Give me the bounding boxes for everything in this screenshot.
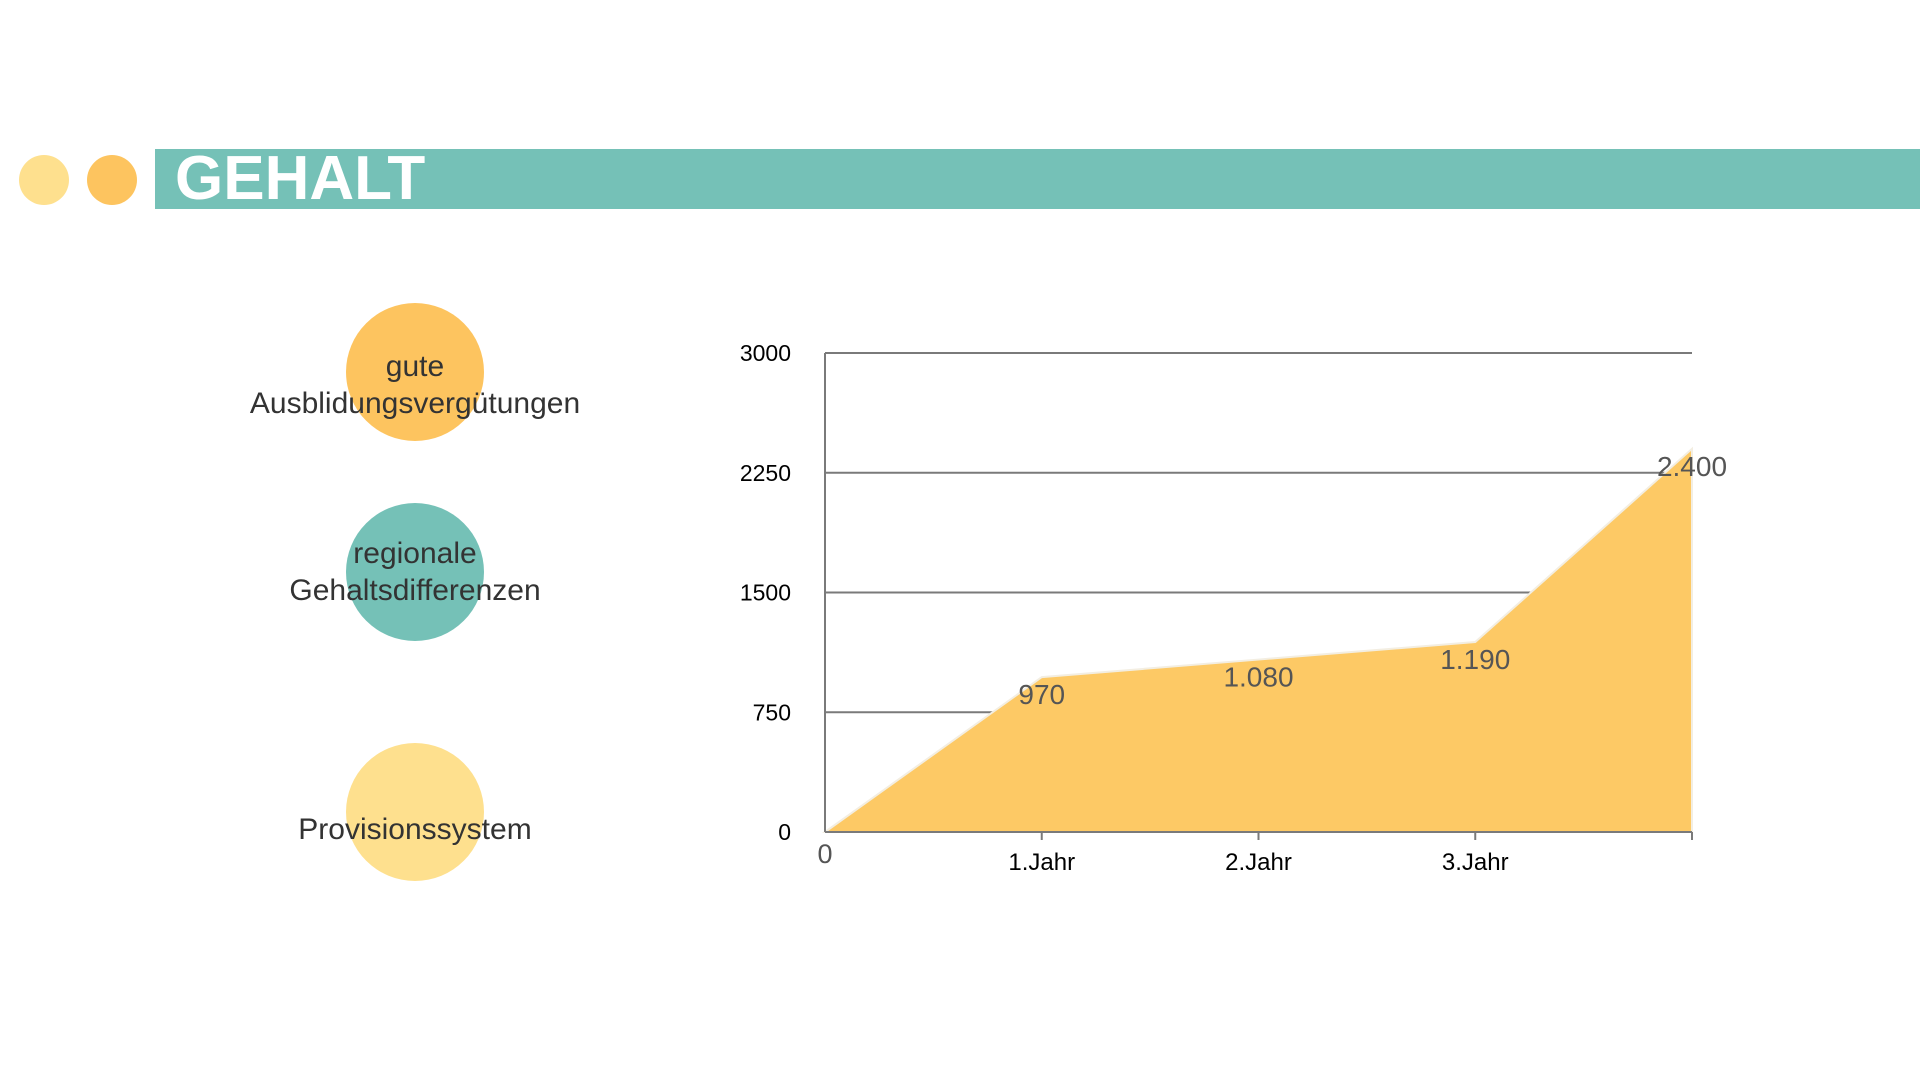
data-label: 2.400 xyxy=(1657,451,1727,482)
decor-dot-orange xyxy=(87,155,137,205)
x-tick-label: 3.Jahr xyxy=(1442,849,1509,876)
data-label: 970 xyxy=(1018,679,1065,710)
y-tick-label: 0 xyxy=(778,819,791,845)
y-tick-label: 3000 xyxy=(740,340,791,366)
bubble-label-line: Gehaltsdifferenzen xyxy=(289,574,541,607)
bubble-circle-ausbildung xyxy=(346,303,484,441)
title-bar xyxy=(155,149,1920,209)
bubble-label-line: gute xyxy=(385,350,445,383)
data-label: 1.190 xyxy=(1440,644,1510,675)
y-tick-label: 1500 xyxy=(740,580,791,606)
bubble-circle-provision xyxy=(346,743,484,881)
bubble-label-line: Provisionssystem xyxy=(298,813,532,846)
page-title: GEHALT xyxy=(175,144,426,213)
y-tick-label: 2250 xyxy=(740,460,791,486)
area-series-gehalt xyxy=(821,446,1693,833)
bubble-label-line: regionale xyxy=(353,537,477,570)
decor-dot-light xyxy=(19,155,69,205)
x-tick-label: 1.Jahr xyxy=(1008,849,1075,876)
bubble-label-line: Ausblidungsvergütungen xyxy=(249,387,581,420)
x-tick-label: 2.Jahr xyxy=(1225,849,1292,876)
bubble-label-ausbildung: gute Ausblidungsvergütungen xyxy=(195,348,635,422)
y-tick-label: 750 xyxy=(753,699,791,725)
data-label: 1.080 xyxy=(1223,662,1293,693)
bubble-label-regional: regionale Gehaltsdifferenzen xyxy=(195,535,635,609)
bubble-circle-regional xyxy=(346,503,484,641)
x-tick-label: 0 xyxy=(817,839,832,869)
bubble-label-provision: Provisionssystem xyxy=(195,811,635,848)
